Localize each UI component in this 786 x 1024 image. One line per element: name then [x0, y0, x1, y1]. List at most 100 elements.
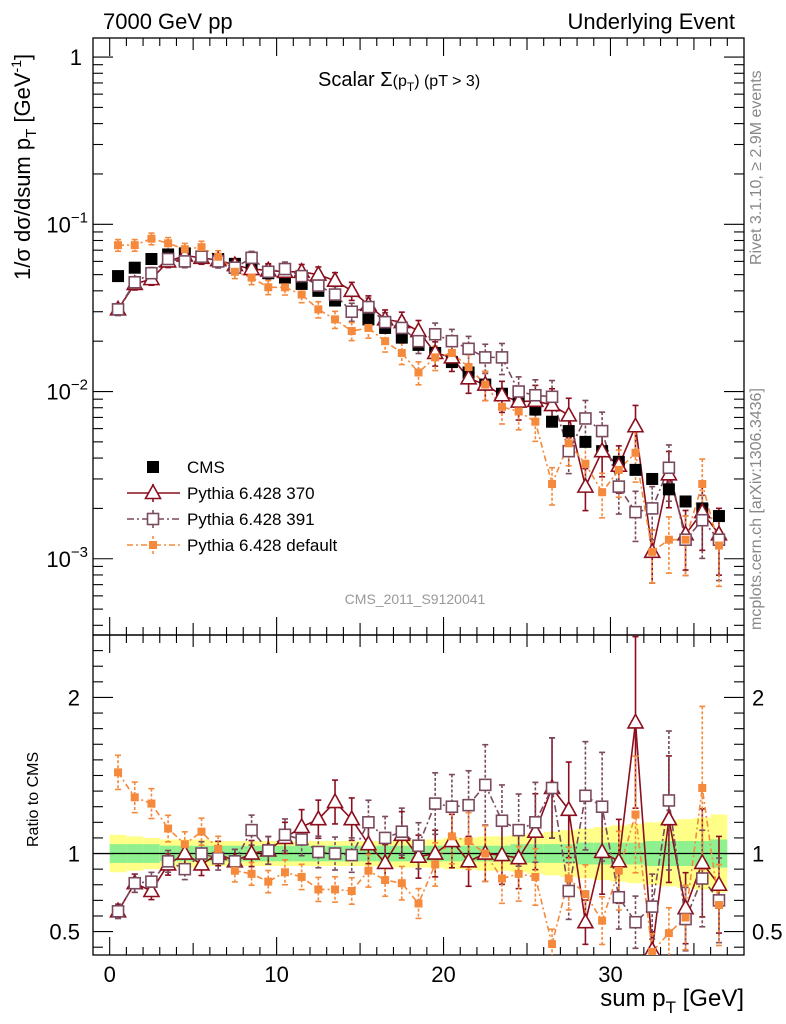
pythia-default-point	[364, 866, 373, 875]
pythia-default-point	[331, 885, 340, 894]
mcplots-label: mcplots.cern.ch [arXiv:1306.3436]	[748, 388, 765, 630]
x-axis-label: sum pT [GeV]	[600, 985, 744, 1017]
pythia-default-point	[648, 547, 657, 556]
pythia370-point	[292, 817, 311, 834]
ratio-y-tick-label-right: 2	[752, 685, 764, 710]
pythia391-point	[562, 884, 576, 898]
pythia370-point	[559, 800, 578, 817]
pythia391-point	[462, 798, 475, 812]
main-series-layer	[109, 232, 728, 588]
pythia-default-point	[147, 799, 156, 808]
cms-point	[712, 510, 725, 523]
pythia391-point	[412, 334, 425, 348]
pythia-default-point	[214, 844, 223, 853]
pythia-default-point	[698, 783, 707, 792]
ratio-series-layer	[109, 635, 728, 955]
pythia391-point	[261, 265, 275, 279]
y-tick-label: 10−3	[46, 544, 88, 572]
legend-entry: Pythia 6.428 370	[127, 483, 315, 503]
pythia370-point	[144, 483, 162, 500]
cms-point	[579, 435, 592, 448]
pythia391-point	[478, 351, 492, 364]
pythia-default-point	[230, 267, 239, 276]
pythia370-point	[593, 441, 611, 458]
pythia391-point	[312, 279, 325, 292]
pythia-default-point	[414, 368, 423, 377]
pythia370-point	[359, 834, 378, 851]
pythia-default-point	[664, 535, 673, 544]
pythia391-point	[278, 828, 292, 842]
pythia370-point	[409, 321, 428, 338]
pythia-default-point	[130, 793, 139, 802]
pythia391-point	[178, 862, 192, 876]
pythia-default-point	[548, 940, 557, 949]
ratio-y-tick-label: 2	[68, 685, 80, 710]
pythia-default-point	[114, 768, 123, 777]
pythia391-point	[495, 814, 509, 828]
pythia370-point	[626, 712, 645, 729]
ratio-y-axis-label: Ratio to CMS	[25, 752, 42, 847]
axis-tick-labels: 0 10 20 30 1 10−1 10−2 10−3 0.5 0.5 1 1 2 2	[46, 45, 782, 987]
pythia-default-point	[147, 234, 156, 243]
pythia-default-point	[180, 840, 189, 849]
legend-label: Pythia 6.428 391	[187, 510, 315, 529]
pythia-default-point	[214, 252, 223, 261]
pythia-default-point	[631, 448, 640, 457]
cms-point	[629, 463, 642, 476]
pythia-default-point	[564, 439, 573, 448]
pythia-default-point	[514, 407, 523, 416]
pythia391-point	[428, 327, 442, 341]
pythia-default-point	[514, 869, 523, 878]
pythia370-point	[142, 881, 161, 898]
pythia391-point	[195, 250, 208, 264]
pythia-default-point	[164, 824, 173, 833]
pythia370-point	[376, 853, 394, 870]
cms-point	[646, 472, 659, 485]
pythia391-point	[512, 823, 525, 837]
legend-label: Pythia 6.428 370	[187, 484, 315, 503]
pythia-default-point	[314, 885, 323, 894]
pythia-default-point	[631, 810, 640, 819]
pythia391-point	[445, 800, 459, 814]
legend-entry: CMS	[147, 458, 225, 477]
cms-point	[546, 415, 559, 428]
x-tick-label: 30	[598, 962, 622, 987]
pythia-default-point	[531, 872, 540, 881]
pythia391-point	[145, 266, 158, 280]
header-left: 7000 GeV pp	[103, 9, 233, 34]
pythia-default-point	[548, 479, 557, 488]
pythia391-point	[445, 334, 459, 348]
pythia-default-point	[280, 283, 289, 292]
cms-point	[562, 425, 575, 438]
pythia391-point	[695, 513, 709, 527]
pythia-default-point	[397, 348, 406, 357]
cms-point	[362, 313, 375, 326]
pythia391-point	[178, 255, 192, 268]
pythia391-point	[295, 833, 308, 846]
ratio-y-tick-label-right: 1	[752, 842, 764, 867]
pythia-default-point	[598, 916, 607, 925]
pythia-default-point	[164, 239, 173, 248]
pythia391-point	[529, 816, 542, 829]
pythia-default-point	[197, 827, 206, 836]
pythia391-point	[595, 424, 609, 438]
pythia-default-point	[381, 337, 390, 346]
pythia370-point	[493, 385, 511, 402]
pythia-default-point	[397, 879, 406, 888]
pythia370-point	[192, 854, 211, 871]
rivet-version-label: Rivet 3.1.10, ≥ 2.9M events	[748, 70, 765, 265]
pythia-default-line	[118, 237, 720, 554]
pythia370-point	[326, 271, 344, 287]
pythia370-point	[509, 848, 528, 865]
ratio-plot-frame	[92, 634, 745, 956]
pythia-default-point	[614, 866, 623, 875]
pythia391-point	[295, 269, 308, 283]
plot-title: Scalar Σ(pT) (pT > 3)	[318, 69, 480, 94]
pythia-default-point	[230, 866, 239, 875]
ratio-y-tick-label: 1	[68, 842, 80, 867]
pythia391-point	[612, 890, 626, 904]
pythia391-point	[612, 480, 626, 493]
pythia391-point	[529, 388, 542, 402]
pythia370-point	[459, 368, 478, 385]
x-tick-label: 10	[264, 962, 288, 987]
